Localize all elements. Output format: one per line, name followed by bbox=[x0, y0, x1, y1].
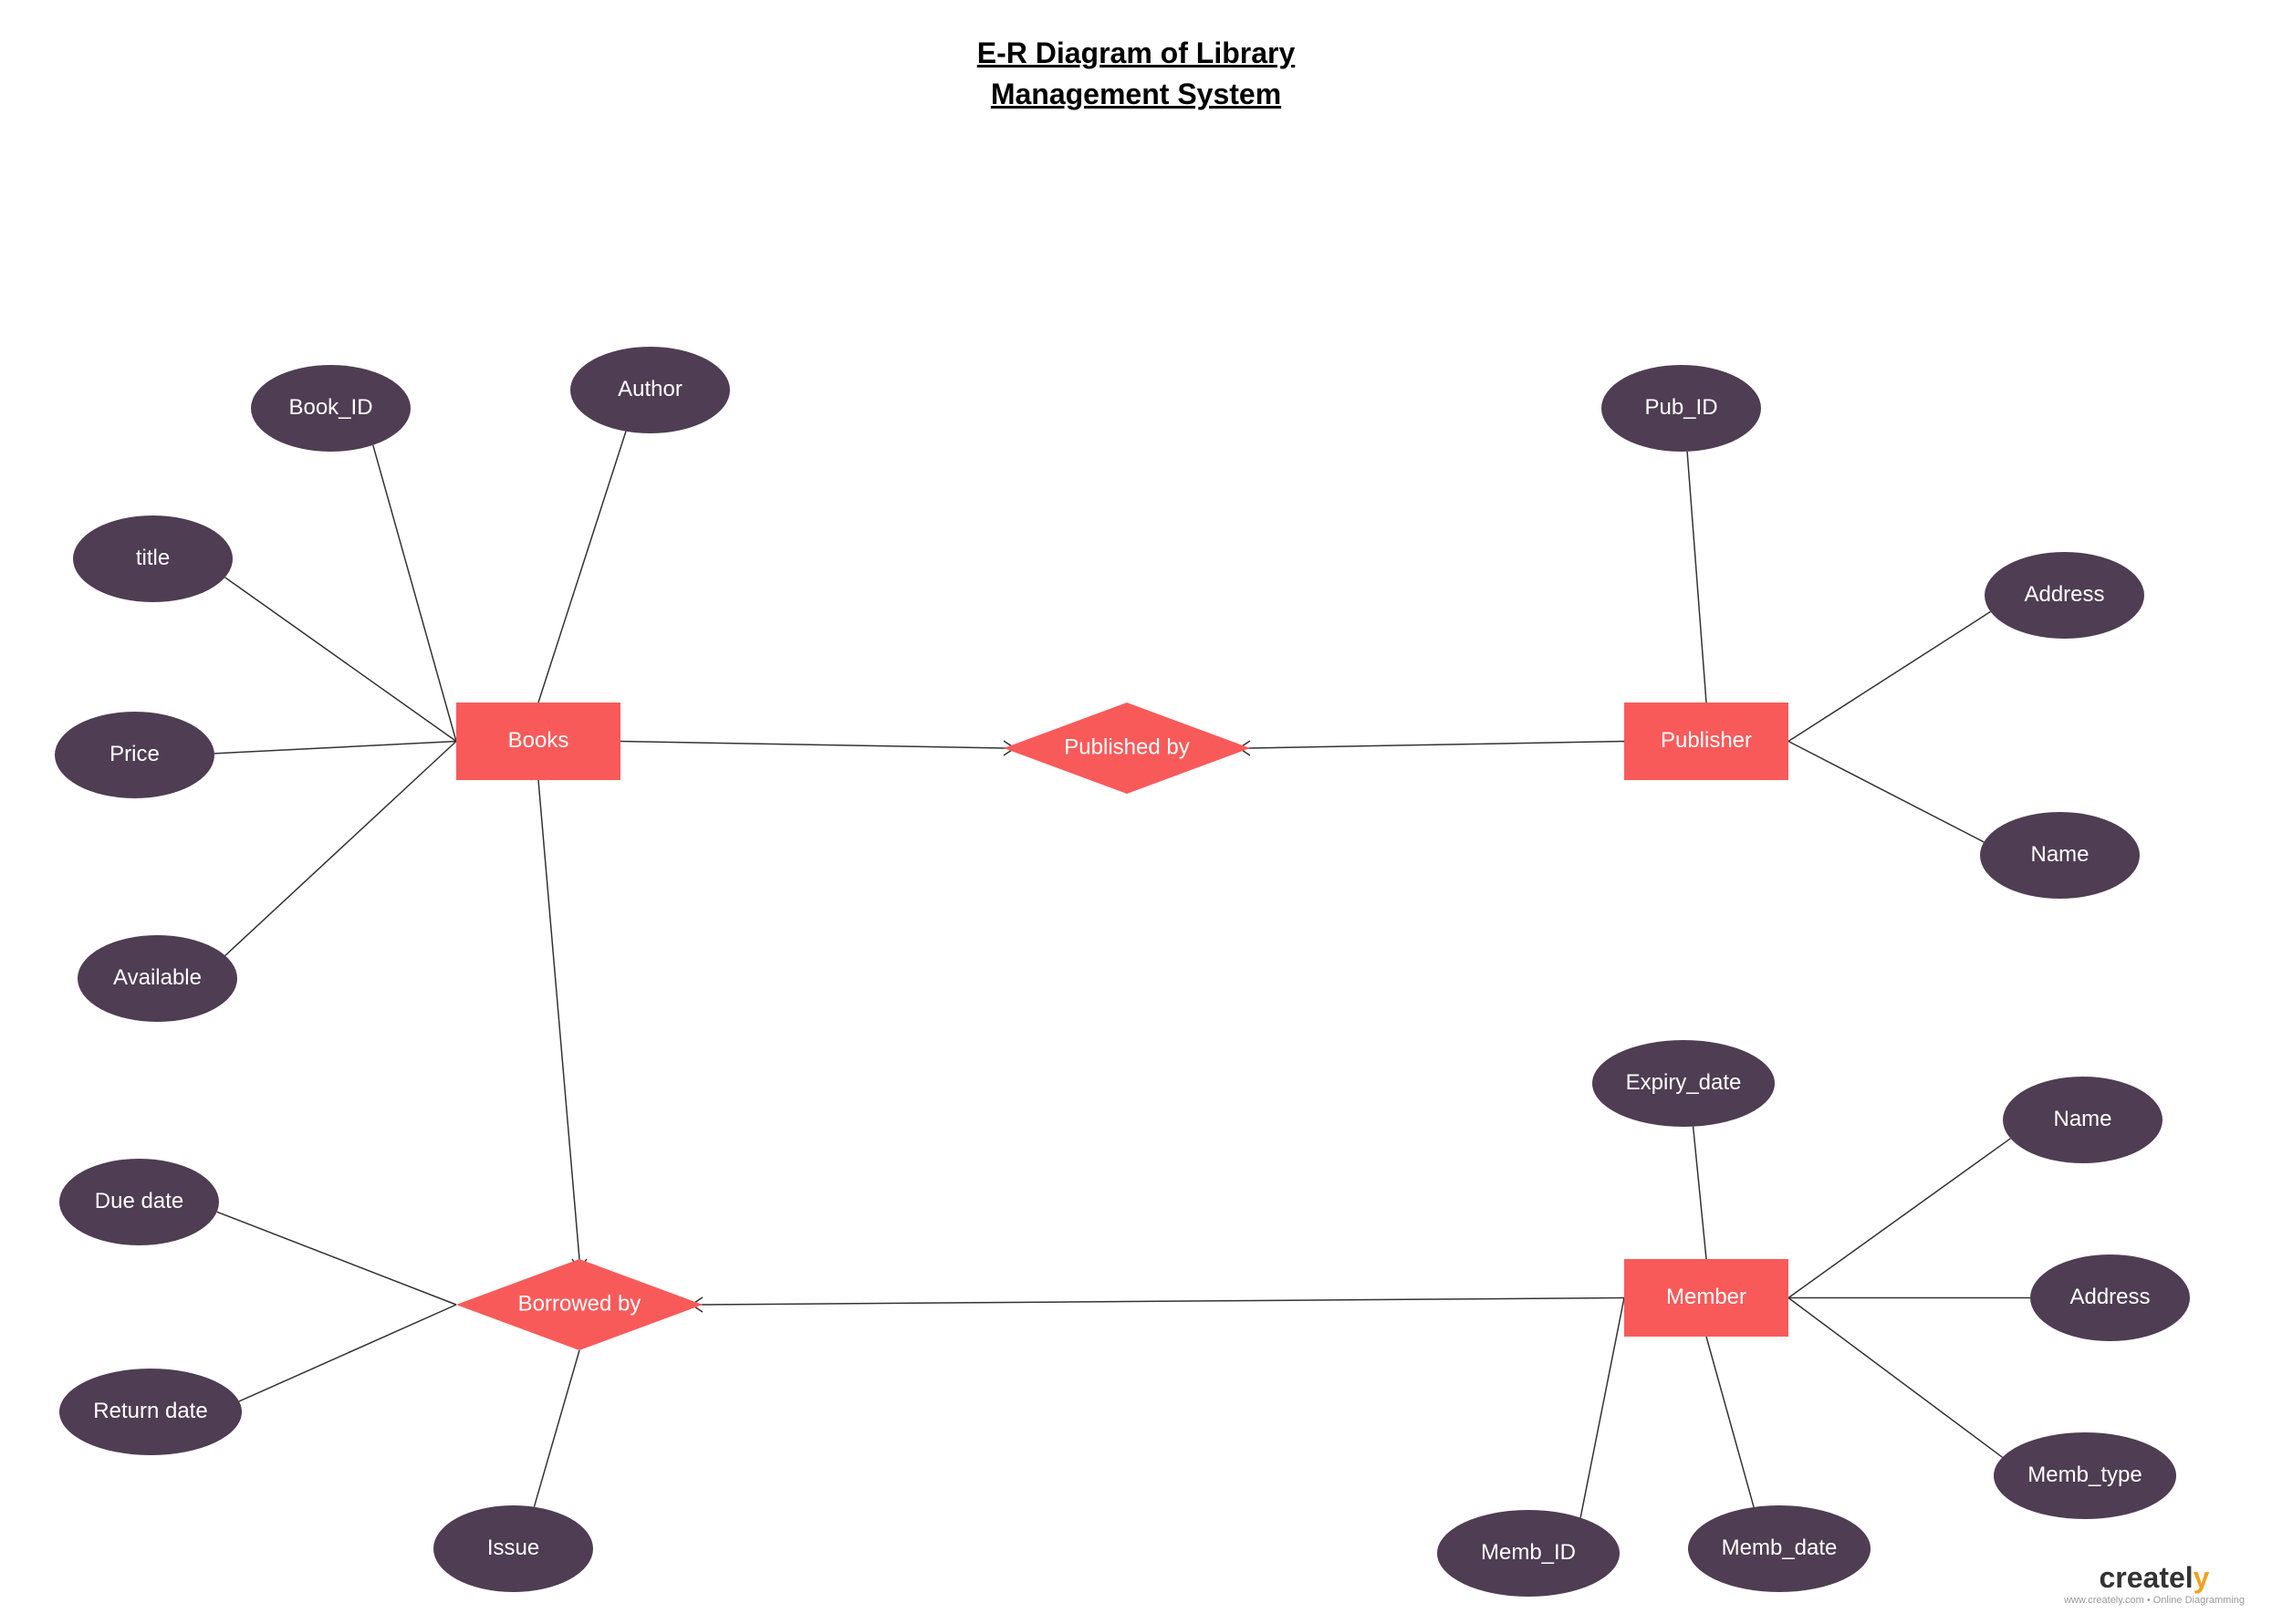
edge-published_by-publisher bbox=[1250, 742, 1624, 749]
svg-text:Pub_ID: Pub_ID bbox=[1644, 395, 1717, 420]
edge-books-author bbox=[538, 432, 626, 703]
svg-text:Expiry_date: Expiry_date bbox=[1626, 1070, 1742, 1095]
svg-text:Name: Name bbox=[2053, 1107, 2111, 1131]
footer: creately www.creately.com • Online Diagr… bbox=[2064, 1561, 2245, 1606]
edge-member-expiry_date bbox=[1694, 1127, 1706, 1259]
svg-text:Available: Available bbox=[113, 965, 202, 990]
svg-text:Published by: Published by bbox=[1064, 734, 1189, 759]
edge-books-book_id bbox=[373, 445, 456, 742]
svg-text:Issue: Issue bbox=[487, 1536, 539, 1560]
edge-books-borrowed_by bbox=[538, 780, 579, 1259]
svg-text:Books: Books bbox=[508, 728, 569, 753]
svg-text:Price: Price bbox=[109, 742, 160, 766]
svg-text:Address: Address bbox=[2069, 1285, 2150, 1309]
svg-text:Due date: Due date bbox=[95, 1189, 183, 1213]
edge-borrowed_by-issue bbox=[534, 1350, 579, 1507]
edge-books-published_by bbox=[620, 742, 1004, 749]
edge-books-price bbox=[214, 742, 456, 754]
svg-text:Memb_date: Memb_date bbox=[1722, 1536, 1838, 1560]
edge-member-memb_name bbox=[1788, 1139, 2010, 1298]
svg-text:Name: Name bbox=[2030, 842, 2089, 867]
svg-text:Borrowed by: Borrowed by bbox=[518, 1291, 641, 1316]
edge-borrowed_by-member bbox=[703, 1298, 1624, 1306]
edge-borrowed_by-return_date bbox=[239, 1305, 456, 1401]
edge-publisher-pub_address bbox=[1788, 611, 1990, 741]
svg-text:Memb_type: Memb_type bbox=[2027, 1463, 2142, 1487]
svg-text:Memb_ID: Memb_ID bbox=[1481, 1540, 1576, 1565]
diagram-canvas: Books Publisher Member Published by Borrowed… bbox=[0, 0, 2272, 1624]
svg-text:Book_ID: Book_ID bbox=[288, 395, 372, 420]
svg-text:Address: Address bbox=[2024, 582, 2104, 607]
svg-text:Return date: Return date bbox=[93, 1399, 207, 1423]
svg-text:title: title bbox=[136, 546, 170, 570]
edge-books-available bbox=[225, 742, 456, 956]
svg-text:Publisher: Publisher bbox=[1661, 728, 1752, 753]
edge-member-memb_id bbox=[1580, 1298, 1624, 1518]
edge-publisher-pub_name bbox=[1788, 742, 1984, 842]
svg-text:Author: Author bbox=[618, 377, 683, 401]
edge-member-memb_type bbox=[1788, 1298, 2002, 1458]
edge-books-title bbox=[225, 578, 456, 742]
edge-publisher-pub_id bbox=[1687, 452, 1706, 703]
footer-tagline: www.creately.com • Online Diagramming bbox=[2064, 1595, 2245, 1606]
edge-member-memb_date bbox=[1706, 1337, 1754, 1507]
footer-logo: creately bbox=[2064, 1561, 2245, 1595]
svg-text:Member: Member bbox=[1666, 1285, 1746, 1309]
edge-borrowed_by-due_date bbox=[217, 1212, 456, 1305]
